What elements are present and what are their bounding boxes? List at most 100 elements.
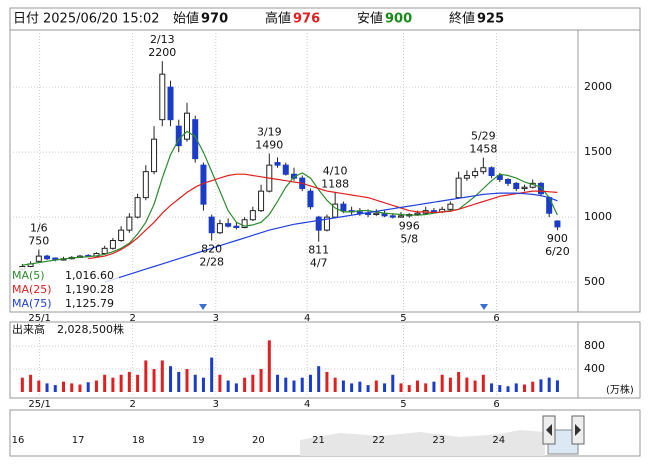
navigator-area <box>300 430 545 456</box>
x-tick-label: 2 <box>129 313 135 324</box>
info-value: 900 <box>385 12 412 27</box>
candle-body <box>414 212 421 216</box>
annotation-date: 2/13 <box>150 33 175 46</box>
volume-bar <box>177 371 181 392</box>
candle-body <box>537 182 544 195</box>
volume-bar <box>317 366 321 392</box>
volume-bar <box>481 374 485 392</box>
volume-bar <box>358 381 362 392</box>
info-value: 976 <box>293 12 320 27</box>
annotation-value: 820 <box>201 243 222 256</box>
candle-body <box>167 86 174 121</box>
info-value: 970 <box>201 12 228 27</box>
price-panel <box>9 29 641 313</box>
volume-bar <box>37 380 41 392</box>
annotation-value: 1188 <box>321 178 349 191</box>
annotation-date: 2/28 <box>199 256 224 269</box>
candle-body <box>208 216 215 234</box>
legend-name: MA(75) <box>12 297 52 310</box>
candle-body <box>118 229 125 242</box>
annotation-value: 811 <box>308 244 329 257</box>
volume-bar <box>152 369 156 392</box>
volume-bar <box>333 377 337 392</box>
x-tick-label: 5 <box>400 313 406 324</box>
candle-body <box>488 167 495 177</box>
volume-bar <box>325 371 329 392</box>
volume-bar <box>94 380 98 392</box>
info-label: 日付 <box>13 12 39 27</box>
candle-body <box>44 255 51 260</box>
volume-bar <box>391 374 395 392</box>
y-tick-label: 1000 <box>584 210 612 223</box>
legend-name: MA(5) <box>12 269 45 282</box>
info-label: 終値 <box>449 11 475 27</box>
volume-bar <box>259 369 263 392</box>
info-value: 2025/06/20 15:02 <box>43 12 160 27</box>
volume-bar <box>45 383 49 392</box>
ma-line <box>104 192 558 283</box>
volume-bar <box>185 369 189 392</box>
info-group: 日付 2025/06/20 15:02 始値 970 高値 976 安値 900… <box>13 11 504 27</box>
candle-body <box>274 162 281 166</box>
handle-arrow <box>575 424 581 436</box>
navigator-label: 21 <box>312 435 325 446</box>
volume-latest: 2,028,500株 <box>57 322 124 336</box>
volume-bar <box>547 377 551 392</box>
volume-bar <box>210 357 214 392</box>
volume-bar <box>457 371 461 392</box>
candle-body <box>463 175 470 179</box>
volume-bar <box>251 374 255 392</box>
annotation-date: 3/19 <box>257 125 282 138</box>
volume-bar <box>292 380 296 392</box>
candle-body <box>554 220 561 228</box>
volume-bar <box>424 383 428 392</box>
navigator-label: 17 <box>72 435 85 446</box>
volume-bar <box>498 385 502 392</box>
y-tick-label: 2000 <box>584 80 612 93</box>
candle-body <box>389 215 396 218</box>
x-tick-label: 6 <box>493 399 499 410</box>
candle-body <box>455 177 462 199</box>
candle-body <box>101 247 108 255</box>
volume-bar <box>226 380 230 392</box>
volume-bar <box>62 381 66 392</box>
volume-bar <box>383 383 387 392</box>
volume-bar <box>20 377 24 392</box>
candle-body <box>521 186 528 190</box>
volume-bar <box>78 384 82 392</box>
info-label: 高値 <box>265 11 291 27</box>
annotation-date: 1/6 <box>30 222 48 235</box>
candle-body <box>480 167 487 173</box>
candle-body <box>365 212 372 216</box>
navigator-label: 18 <box>132 435 145 446</box>
annotation-value: 1458 <box>469 143 497 156</box>
x-tick-label: 5 <box>400 399 406 410</box>
x-tick-label: 6 <box>493 313 499 324</box>
navigator-label: 19 <box>192 435 205 446</box>
candle-body <box>373 212 380 216</box>
volume-bar <box>70 383 74 392</box>
candle-body <box>505 178 512 184</box>
candle-body <box>258 190 265 212</box>
volume-bar <box>111 377 115 392</box>
annotation-date: 6/20 <box>545 245 570 258</box>
candle-body <box>109 240 116 249</box>
volume-bar <box>440 374 444 392</box>
candle-body <box>356 211 363 214</box>
annotation-value: 900 <box>547 232 568 245</box>
navigator-label: 20 <box>252 435 265 446</box>
volume-bar <box>103 374 107 392</box>
candle-body <box>447 203 454 210</box>
ma-line <box>88 173 558 260</box>
annotation-date: 5/8 <box>400 233 418 246</box>
candle-body <box>282 164 289 175</box>
x-tick-label: 3 <box>213 399 219 410</box>
volume-bar <box>350 383 354 392</box>
candle-body <box>315 216 322 231</box>
candle-body <box>35 255 42 262</box>
volume-bar <box>169 366 173 392</box>
candle-body <box>496 175 503 180</box>
candle-body <box>216 223 223 234</box>
y-tick-label: 500 <box>584 275 605 288</box>
event-marker <box>480 304 488 310</box>
